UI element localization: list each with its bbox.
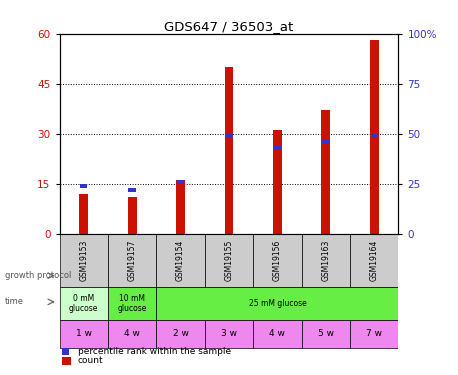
Text: GSM19157: GSM19157 bbox=[128, 240, 136, 281]
Bar bbox=[60, 288, 108, 320]
Text: 5 w: 5 w bbox=[318, 329, 334, 338]
Text: GSM19154: GSM19154 bbox=[176, 240, 185, 281]
Bar bbox=[128, 197, 136, 234]
Bar bbox=[62, 357, 71, 365]
Text: growth protocol: growth protocol bbox=[5, 271, 71, 280]
Bar bbox=[274, 146, 281, 150]
Bar bbox=[253, 234, 302, 288]
Bar bbox=[302, 234, 350, 288]
Bar bbox=[80, 184, 87, 188]
Bar bbox=[156, 288, 398, 320]
Bar bbox=[322, 140, 330, 144]
Bar bbox=[350, 320, 398, 348]
Text: 2 w: 2 w bbox=[173, 329, 189, 338]
Bar bbox=[60, 234, 108, 288]
Bar bbox=[156, 320, 205, 348]
Text: GSM19163: GSM19163 bbox=[322, 240, 330, 281]
Bar bbox=[322, 110, 330, 234]
Text: count: count bbox=[78, 356, 104, 365]
Bar bbox=[253, 320, 302, 348]
Text: 1 w: 1 w bbox=[76, 329, 92, 338]
Bar bbox=[79, 194, 88, 234]
Bar bbox=[350, 234, 398, 288]
Text: GSM19153: GSM19153 bbox=[79, 240, 88, 281]
Bar bbox=[156, 234, 205, 288]
Bar bbox=[176, 180, 185, 234]
Text: 3 w: 3 w bbox=[221, 329, 237, 338]
Bar bbox=[205, 320, 253, 348]
Title: GDS647 / 36503_at: GDS647 / 36503_at bbox=[164, 20, 294, 33]
Text: 0 mM
glucose: 0 mM glucose bbox=[69, 294, 98, 313]
Text: 25 mM glucose: 25 mM glucose bbox=[249, 299, 306, 308]
Text: 10 mM
glucose: 10 mM glucose bbox=[118, 294, 147, 313]
Text: 4 w: 4 w bbox=[124, 329, 140, 338]
Bar bbox=[62, 348, 69, 355]
Text: 4 w: 4 w bbox=[269, 329, 285, 338]
Bar bbox=[108, 320, 156, 348]
Bar bbox=[273, 130, 282, 234]
Text: GSM19156: GSM19156 bbox=[273, 240, 282, 281]
Bar bbox=[128, 188, 136, 192]
Bar bbox=[371, 134, 378, 138]
Bar bbox=[108, 288, 156, 320]
Text: percentile rank within the sample: percentile rank within the sample bbox=[78, 347, 231, 356]
Bar bbox=[302, 320, 350, 348]
Bar bbox=[370, 40, 379, 234]
Text: time: time bbox=[5, 297, 23, 306]
Bar bbox=[205, 234, 253, 288]
Bar bbox=[108, 234, 156, 288]
Bar bbox=[225, 134, 233, 138]
Bar bbox=[177, 180, 184, 184]
Bar bbox=[224, 67, 234, 234]
Bar bbox=[60, 320, 108, 348]
Text: 7 w: 7 w bbox=[366, 329, 382, 338]
Text: GSM19164: GSM19164 bbox=[370, 240, 379, 281]
Text: GSM19155: GSM19155 bbox=[224, 240, 234, 281]
